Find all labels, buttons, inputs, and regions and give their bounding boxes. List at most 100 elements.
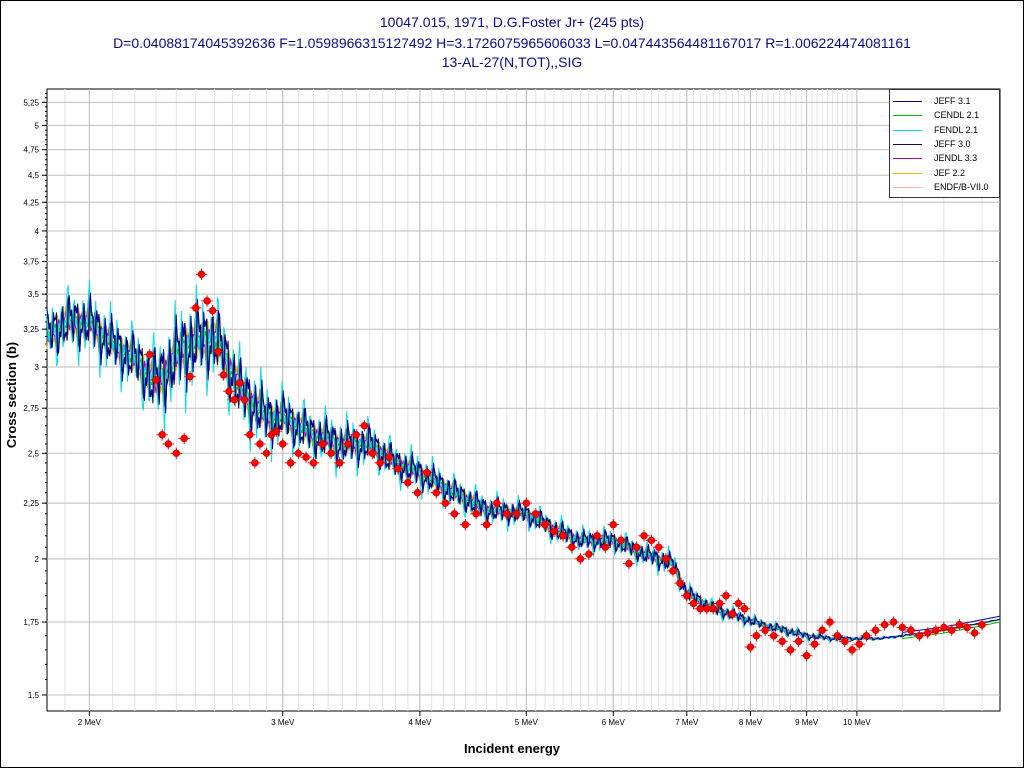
data-point xyxy=(676,579,684,587)
data-point xyxy=(568,543,576,551)
data-point xyxy=(158,431,166,439)
data-point xyxy=(203,297,211,305)
data-point xyxy=(963,623,971,632)
data-point xyxy=(709,605,717,613)
data-point xyxy=(172,449,181,458)
data-point xyxy=(907,626,915,634)
data-point xyxy=(335,459,344,467)
data-point xyxy=(810,640,819,648)
data-point xyxy=(404,478,412,487)
y-tick-label: 4,5 xyxy=(28,171,40,180)
data-point xyxy=(219,371,228,379)
data-point xyxy=(302,453,310,461)
data-point xyxy=(450,510,459,518)
data-point xyxy=(208,306,217,315)
data-point xyxy=(617,536,625,545)
legend-label: JENDL 3.3 xyxy=(934,153,978,164)
legend-label: JEF 2.2 xyxy=(934,167,966,178)
x-tick-label: 9 MeV xyxy=(795,718,819,727)
data-point xyxy=(647,536,656,545)
y-tick-label: 3,5 xyxy=(28,290,40,299)
y-tick-label: 3 xyxy=(35,363,40,372)
data-point xyxy=(251,459,259,467)
data-point xyxy=(855,640,863,648)
data-point xyxy=(826,618,834,626)
data-point xyxy=(394,464,402,473)
data-point xyxy=(262,449,271,458)
data-point xyxy=(541,520,549,529)
legend-label: JEFF 3.1 xyxy=(934,96,971,106)
data-point xyxy=(493,499,501,507)
data-point xyxy=(898,623,907,632)
data-point xyxy=(472,510,480,518)
data-point xyxy=(368,449,377,458)
data-point xyxy=(235,379,244,387)
experimental-points xyxy=(143,268,988,662)
data-point xyxy=(230,395,238,404)
data-point xyxy=(225,387,233,396)
x-tick-label: 7 MeV xyxy=(675,718,699,727)
data-point xyxy=(625,559,633,568)
data-point xyxy=(715,599,724,608)
data-point xyxy=(770,632,778,640)
data-point xyxy=(376,459,384,467)
legend-swatch xyxy=(893,158,922,160)
data-point xyxy=(632,543,641,551)
data-point xyxy=(778,637,786,646)
data-point xyxy=(522,499,531,507)
x-tick-label: 4 MeV xyxy=(408,718,432,727)
y-tick-label: 4,75 xyxy=(23,146,39,155)
x-tick-label: 6 MeV xyxy=(602,718,626,727)
legend-swatch xyxy=(893,172,922,174)
data-point xyxy=(802,651,811,660)
data-point xyxy=(214,347,222,356)
y-tick-label: 2,25 xyxy=(23,499,39,508)
data-point xyxy=(559,532,567,540)
data-point xyxy=(503,510,511,518)
x-tick-label: 2 MeV xyxy=(78,718,102,727)
data-point xyxy=(512,510,521,518)
data-point xyxy=(192,304,200,312)
data-point xyxy=(186,372,194,381)
legend-swatch xyxy=(893,143,922,145)
data-point xyxy=(923,629,932,637)
data-point xyxy=(841,637,849,646)
y-tick-label: 2,75 xyxy=(23,404,39,413)
axis-ticks: 2 MeV 3 MeV 4 MeV 5 MeV 6 MeV 7 MeV 8 MeV 9 MeV… xyxy=(23,92,871,727)
data-point xyxy=(662,555,670,563)
chart-reaction: 13-AL-27(N,TOT),,SIG xyxy=(441,54,583,70)
data-point xyxy=(601,543,609,551)
data-point xyxy=(880,621,889,629)
data-point xyxy=(889,618,898,626)
data-point xyxy=(970,629,979,637)
y-tick-label: 1,5 xyxy=(28,691,40,700)
data-point xyxy=(327,449,335,458)
x-tick-label: 3 MeV xyxy=(271,718,295,727)
legend-item: FENDL 2.1 xyxy=(890,124,999,138)
data-point xyxy=(640,532,648,540)
y-tick-label: 2 xyxy=(35,555,40,564)
data-point xyxy=(240,395,249,404)
data-point xyxy=(761,626,769,634)
x-tick-label: 10 MeV xyxy=(843,718,871,727)
data-point xyxy=(180,434,188,443)
data-point xyxy=(550,527,558,536)
data-point xyxy=(593,532,601,540)
data-point xyxy=(197,270,206,278)
data-point xyxy=(722,592,730,600)
data-point xyxy=(272,427,281,435)
data-point xyxy=(441,499,450,507)
legend-label: ENDF/B-VII.0 xyxy=(934,181,989,192)
y-tick-label: 1,75 xyxy=(23,618,39,627)
data-point xyxy=(833,632,842,640)
data-point xyxy=(294,449,303,458)
legend-item: CENDL 2.1 xyxy=(890,109,999,123)
data-point xyxy=(683,592,691,600)
data-point xyxy=(740,605,749,613)
data-point xyxy=(352,431,360,439)
legend-label: FENDL 2.1 xyxy=(934,124,979,135)
data-point xyxy=(915,632,924,640)
data-point xyxy=(413,489,422,497)
data-point xyxy=(689,599,698,608)
data-point xyxy=(532,510,540,518)
